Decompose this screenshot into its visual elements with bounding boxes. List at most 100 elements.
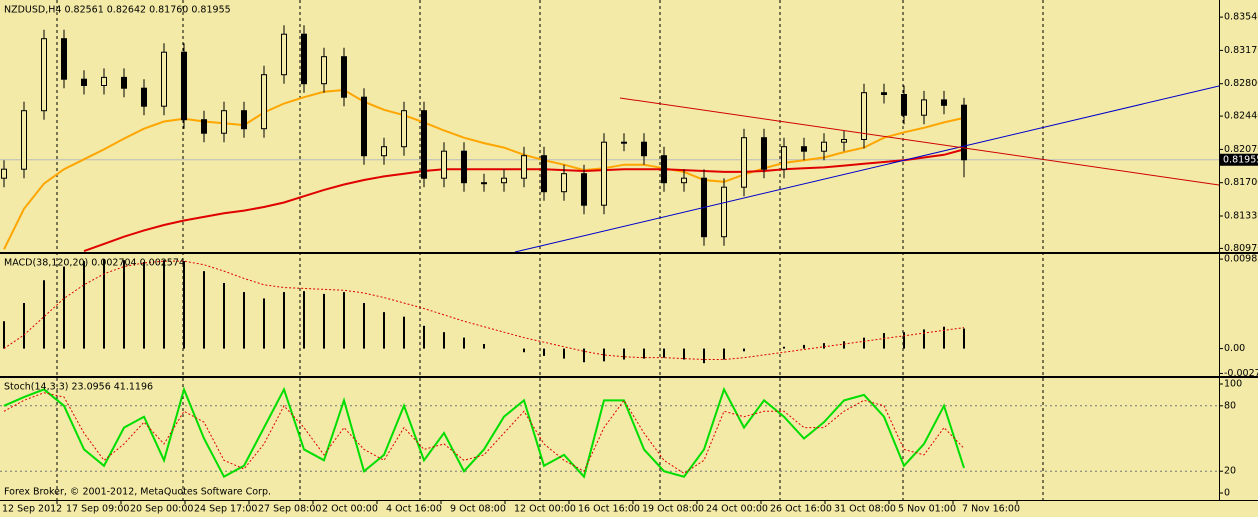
macd-bar <box>663 348 665 358</box>
macd-bar <box>3 321 5 349</box>
macd-bar <box>903 332 905 349</box>
macd-bar <box>343 292 345 349</box>
y-tick-label: 80 <box>1224 400 1236 411</box>
candle-body <box>881 92 887 95</box>
macd-bar <box>283 292 285 349</box>
candle-body <box>921 99 927 116</box>
macd-bar <box>203 271 205 349</box>
indicator-line <box>3 386 965 479</box>
time-label: 12 Sep 2012 <box>2 504 62 515</box>
macd-bar <box>603 348 605 362</box>
time-label: 20 Sep 00:00 <box>130 504 193 515</box>
candle-body <box>561 173 567 193</box>
macd-bar <box>183 261 185 349</box>
candle-body <box>601 141 607 206</box>
macd-bar <box>423 325 425 349</box>
macd-bar <box>123 260 125 349</box>
y-tick-label: 0.00982 <box>1224 254 1258 265</box>
macd-bar <box>263 298 265 349</box>
candle-body <box>501 177 507 184</box>
macd-bar <box>243 292 245 349</box>
footer: Forex Broker, © 2001-2012, MetaQuotes So… <box>4 487 271 498</box>
macd-bar <box>303 291 305 349</box>
macd-header: MACD(38,120,20) 0.002704 0.002574 <box>4 258 185 269</box>
time-label: 27 Sep 08:00 <box>258 504 321 515</box>
candle-body <box>381 146 387 157</box>
vertical-grid <box>56 0 1044 500</box>
time-label: 17 Sep 09:00 <box>66 504 129 515</box>
macd-bar <box>463 337 465 349</box>
candle-body <box>1 168 7 179</box>
y-tick-label: 0.00 <box>1224 343 1245 354</box>
main-header: NZDUSD,H4 0.82561 0.82642 0.81760 0.8195… <box>4 5 231 16</box>
y-tick-label: 20 <box>1224 466 1236 477</box>
time-label: 26 Oct 16:00 <box>770 504 832 515</box>
candle-body <box>521 155 527 179</box>
time-label: 16 Oct 16:00 <box>578 504 640 515</box>
time-label: 12 Oct 00:00 <box>514 504 576 515</box>
y-tick-label: -0.00273 <box>1224 368 1258 379</box>
macd-bar <box>963 328 965 349</box>
macd-bar <box>363 303 365 349</box>
macd-bar <box>223 282 225 349</box>
candle-body <box>901 94 907 116</box>
candle-body <box>221 110 227 134</box>
time-label: 5 Nov 01:00 <box>898 504 956 515</box>
macd-bar <box>723 348 725 360</box>
macd-bar <box>843 341 845 349</box>
candle-body <box>681 177 687 184</box>
candle-body <box>761 137 767 170</box>
candle-body <box>541 155 547 193</box>
time-label: 31 Oct 08:00 <box>834 504 896 515</box>
candle-body <box>721 186 727 238</box>
macd-bar <box>83 261 85 349</box>
candle-body <box>181 51 187 121</box>
candle-body <box>581 173 587 206</box>
candle-body <box>101 76 107 87</box>
time-label: 24 Oct 00:00 <box>706 504 768 515</box>
candle-body <box>361 96 367 157</box>
time-label: 9 Oct 08:00 <box>450 504 506 515</box>
candle-body <box>301 33 307 85</box>
candle-body <box>341 56 347 98</box>
candle-body <box>841 139 847 143</box>
time-label: 4 Oct 16:00 <box>386 504 442 515</box>
macd-bar <box>863 337 865 349</box>
candle-body <box>21 110 27 170</box>
time-label: 7 Nov 16:00 <box>962 504 1020 515</box>
macd-bar <box>543 348 545 356</box>
macd-bar <box>143 262 145 349</box>
macd-bar <box>163 260 165 349</box>
candle-body <box>481 182 487 185</box>
candle-body <box>41 38 47 112</box>
candle-body <box>781 146 787 170</box>
candle-body <box>81 78 87 86</box>
candle-body <box>661 155 667 184</box>
macd-bar <box>523 348 525 353</box>
candle-body <box>141 87 147 107</box>
time-label: 19 Oct 08:00 <box>642 504 704 515</box>
macd-bar <box>643 348 645 359</box>
candle-body <box>801 146 807 152</box>
y-tick-label: 0 <box>1224 488 1230 499</box>
macd-bar <box>623 348 625 360</box>
panel-separator <box>0 252 1258 254</box>
candle-body <box>121 76 127 89</box>
macd-bar <box>43 280 45 349</box>
macd-bar <box>563 348 565 359</box>
candle-body <box>741 137 747 188</box>
candle-body <box>421 110 427 179</box>
macd-bar <box>583 348 585 363</box>
candle-body <box>401 110 407 148</box>
candle-body <box>621 141 627 144</box>
time-label: 24 Sep 17:00 <box>194 504 257 515</box>
macd-bar <box>63 266 65 349</box>
panel-separator <box>0 376 1258 378</box>
